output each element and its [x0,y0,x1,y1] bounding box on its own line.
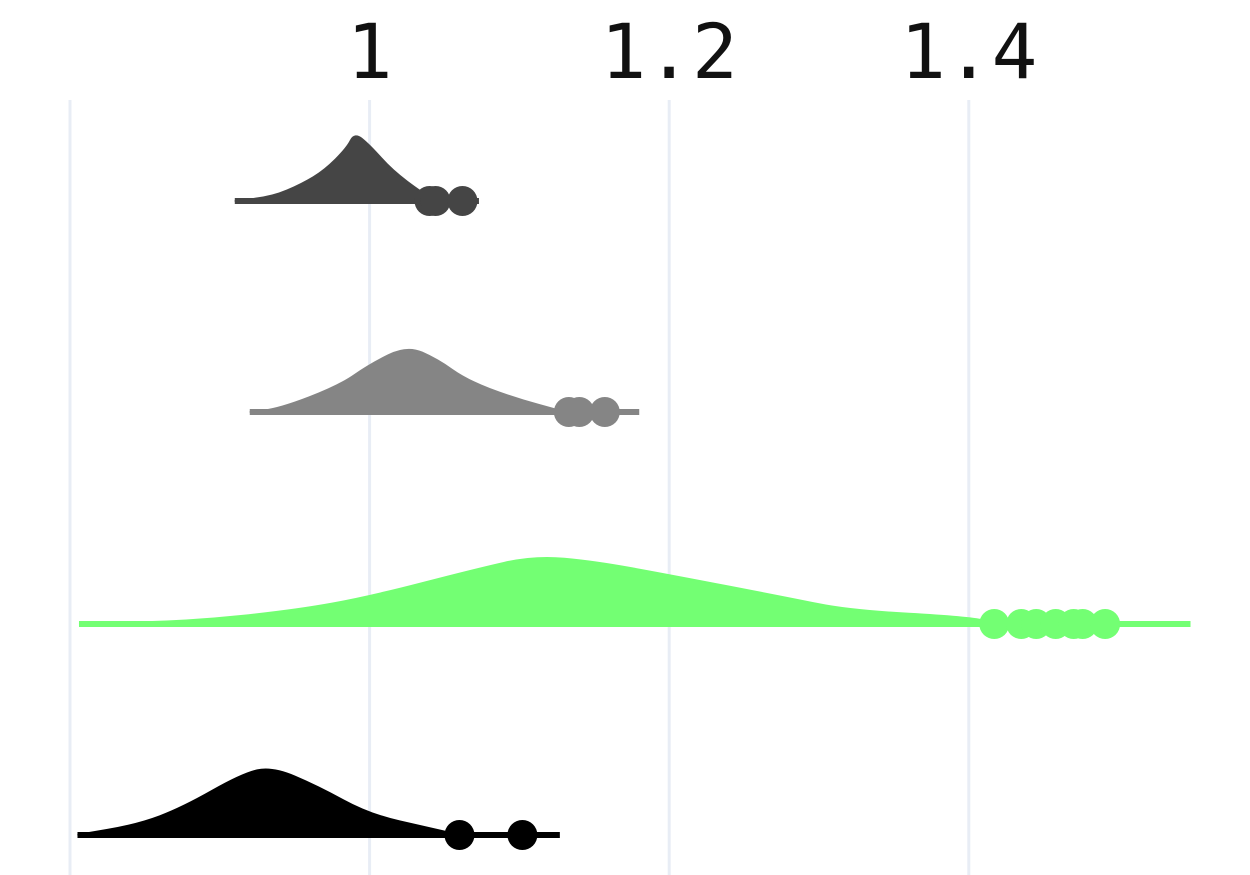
x-tick-label: 1.4 [900,7,1037,96]
outlier-point [444,820,475,850]
series [77,768,560,850]
outlier-point [507,820,538,850]
x-tick-label: 1.2 [601,7,738,96]
density-area [234,135,438,202]
outlier-point [420,186,451,216]
density-area [249,348,565,413]
x-axis-tick-labels: 1 1.2 1.4 [347,7,1038,96]
density-area [77,768,460,836]
outlier-point [1067,609,1098,639]
outlier-point [1090,609,1121,639]
outlier-point [564,397,595,427]
outlier-point [589,397,620,427]
density-area [78,556,999,625]
series [234,135,479,216]
series [249,348,640,427]
series [78,556,1191,639]
series-group [77,135,1191,850]
grid-lines [68,100,971,875]
outlier-point [979,609,1010,639]
outlier-point [447,186,478,216]
x-tick-label: 1 [347,7,393,96]
